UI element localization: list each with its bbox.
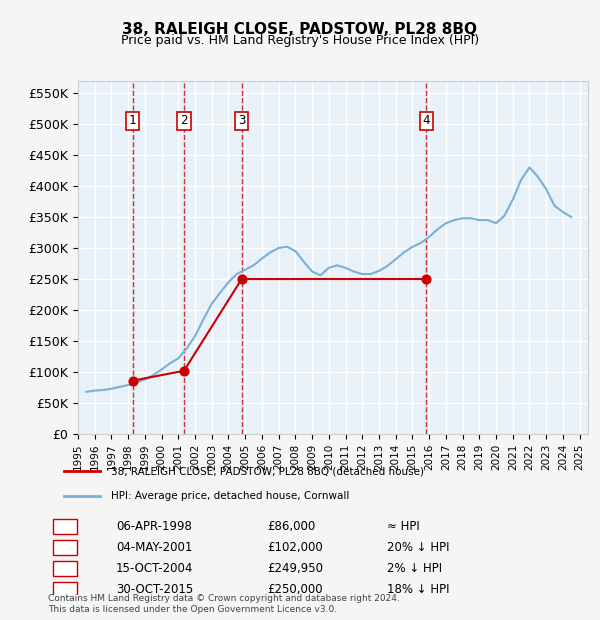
FancyBboxPatch shape (53, 582, 77, 597)
Text: 15-OCT-2004: 15-OCT-2004 (116, 562, 193, 575)
Text: 18% ↓ HPI: 18% ↓ HPI (388, 583, 450, 596)
Text: £249,950: £249,950 (267, 562, 323, 575)
Text: 20% ↓ HPI: 20% ↓ HPI (388, 541, 450, 554)
Text: 1: 1 (61, 520, 69, 533)
FancyBboxPatch shape (126, 112, 139, 130)
Point (128, 376, 137, 386)
Point (237, 274, 247, 284)
Text: 38, RALEIGH CLOSE, PADSTOW, PL28 8BQ (detached house): 38, RALEIGH CLOSE, PADSTOW, PL28 8BQ (de… (110, 466, 424, 476)
Text: HPI: Average price, detached house, Cornwall: HPI: Average price, detached house, Corn… (110, 491, 349, 501)
Text: £86,000: £86,000 (267, 520, 316, 533)
Text: £102,000: £102,000 (267, 541, 323, 554)
Text: ≈ HPI: ≈ HPI (388, 520, 420, 533)
Text: £250,000: £250,000 (267, 583, 323, 596)
Text: 06-APR-1998: 06-APR-1998 (116, 520, 192, 533)
Text: Price paid vs. HM Land Registry's House Price Index (HPI): Price paid vs. HM Land Registry's House … (121, 34, 479, 47)
FancyBboxPatch shape (178, 112, 191, 130)
Text: 1: 1 (129, 115, 136, 127)
FancyBboxPatch shape (53, 519, 77, 534)
FancyBboxPatch shape (235, 112, 248, 130)
Text: 2% ↓ HPI: 2% ↓ HPI (388, 562, 442, 575)
FancyBboxPatch shape (53, 540, 77, 555)
Text: 3: 3 (61, 562, 69, 575)
Text: 2: 2 (180, 115, 188, 127)
Text: 3: 3 (238, 115, 245, 127)
Point (422, 274, 431, 284)
Text: 4: 4 (61, 583, 69, 596)
Text: 2: 2 (61, 541, 69, 554)
FancyBboxPatch shape (53, 561, 77, 576)
Point (179, 366, 189, 376)
Text: 30-OCT-2015: 30-OCT-2015 (116, 583, 193, 596)
Text: 38, RALEIGH CLOSE, PADSTOW, PL28 8BQ: 38, RALEIGH CLOSE, PADSTOW, PL28 8BQ (122, 22, 478, 37)
Text: 4: 4 (422, 115, 430, 127)
Text: 04-MAY-2001: 04-MAY-2001 (116, 541, 192, 554)
Text: Contains HM Land Registry data © Crown copyright and database right 2024.
This d: Contains HM Land Registry data © Crown c… (48, 595, 400, 614)
FancyBboxPatch shape (419, 112, 433, 130)
